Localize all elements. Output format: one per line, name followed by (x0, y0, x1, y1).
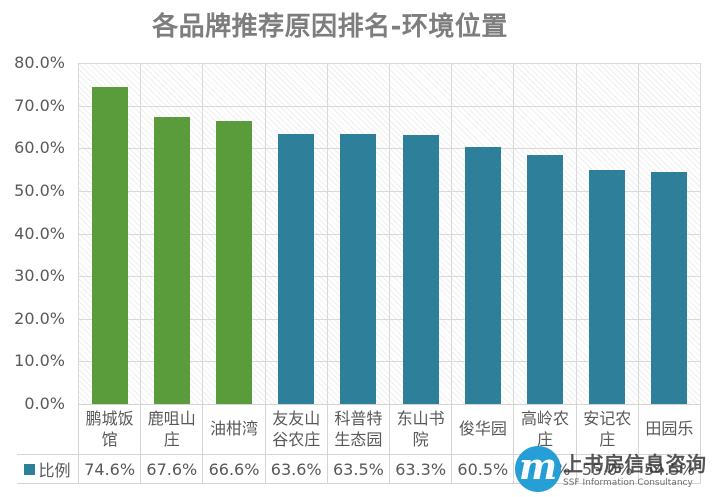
bar (278, 133, 315, 404)
y-axis-label: 0.0% (24, 394, 65, 413)
category-slot (79, 64, 142, 404)
value-cell: 67.6% (140, 454, 203, 484)
value-cell: 66.6% (202, 454, 265, 484)
watermark-text: 上书房信息咨询 SSF Information Consultancy (563, 448, 707, 488)
value-cell: 63.3% (389, 454, 452, 484)
value-cell: 74.6% (78, 454, 141, 484)
bar (216, 120, 252, 404)
category-slot (390, 64, 453, 404)
bars-row (79, 64, 700, 404)
watermark: m 上书房信息咨询 SSF Information Consultancy (515, 446, 707, 492)
bar (527, 154, 564, 404)
value-cell: 54.5% (637, 454, 702, 484)
y-axis-label: 50.0% (14, 180, 65, 200)
y-axis-label: 70.0% (14, 95, 65, 115)
category-slot (141, 64, 204, 404)
value-cell: 63.6% (264, 454, 327, 484)
plot-area (78, 63, 701, 404)
bar (589, 170, 626, 404)
y-axis-label: 30.0% (14, 266, 65, 286)
value-cell: 63.5% (326, 454, 390, 484)
category-slot (577, 64, 639, 404)
category-cell: 油柑湾 (202, 404, 265, 454)
category-slot (639, 64, 700, 404)
legend-key-swatch (24, 463, 36, 475)
bar (340, 134, 377, 404)
y-axis-label: 60.0% (14, 138, 65, 158)
watermark-logo-letter: m (518, 446, 558, 488)
legend-label: 比例 (38, 461, 71, 480)
category-row: 鹏城饭馆 鹿咀山庄 油柑湾 友友山谷农庄 科普特生态园 东山书院 俊华园 高岭农庄 安记农庄 田园… (17, 404, 702, 454)
watermark-name: 上书房信息咨询 (563, 452, 707, 476)
bar (651, 172, 688, 404)
y-axis-label: 10.0% (14, 351, 65, 371)
category-cell: 鹏城饭馆 (78, 404, 141, 454)
category-cell: 俊华园 (451, 404, 514, 454)
category-cell: 鹿咀山庄 (140, 404, 203, 454)
bar (402, 134, 439, 404)
value-cell: 60.5% (451, 454, 514, 484)
category-slot (266, 64, 328, 404)
watermark-subtitle: SSF Information Consultancy (563, 478, 693, 488)
bar (91, 86, 128, 404)
category-slot (328, 64, 391, 404)
category-slot (203, 64, 266, 404)
bar (153, 116, 190, 404)
y-axis-label: 20.0% (14, 308, 65, 328)
category-cell: 安记农庄 (575, 404, 638, 454)
bar (464, 146, 501, 404)
category-cell: 科普特生态园 (326, 404, 390, 454)
category-cell: 高岭农庄 (513, 404, 576, 454)
legend-cell: 比例 (17, 454, 78, 484)
category-cell: 田园乐 (637, 404, 702, 454)
table-corner-spacer (17, 404, 78, 454)
y-axis-label: 40.0% (14, 223, 65, 243)
value-cell: 55.0% (575, 454, 638, 484)
category-cell: 友友山谷农庄 (264, 404, 327, 454)
category-cell: 东山书院 (389, 404, 452, 454)
category-slot (514, 64, 577, 404)
category-slot (452, 64, 515, 404)
watermark-logo-icon: m (515, 446, 561, 492)
y-axis-label: 80.0% (14, 53, 65, 72)
chart-title: 各品牌推荐原因排名-环境位置 (152, 12, 508, 42)
